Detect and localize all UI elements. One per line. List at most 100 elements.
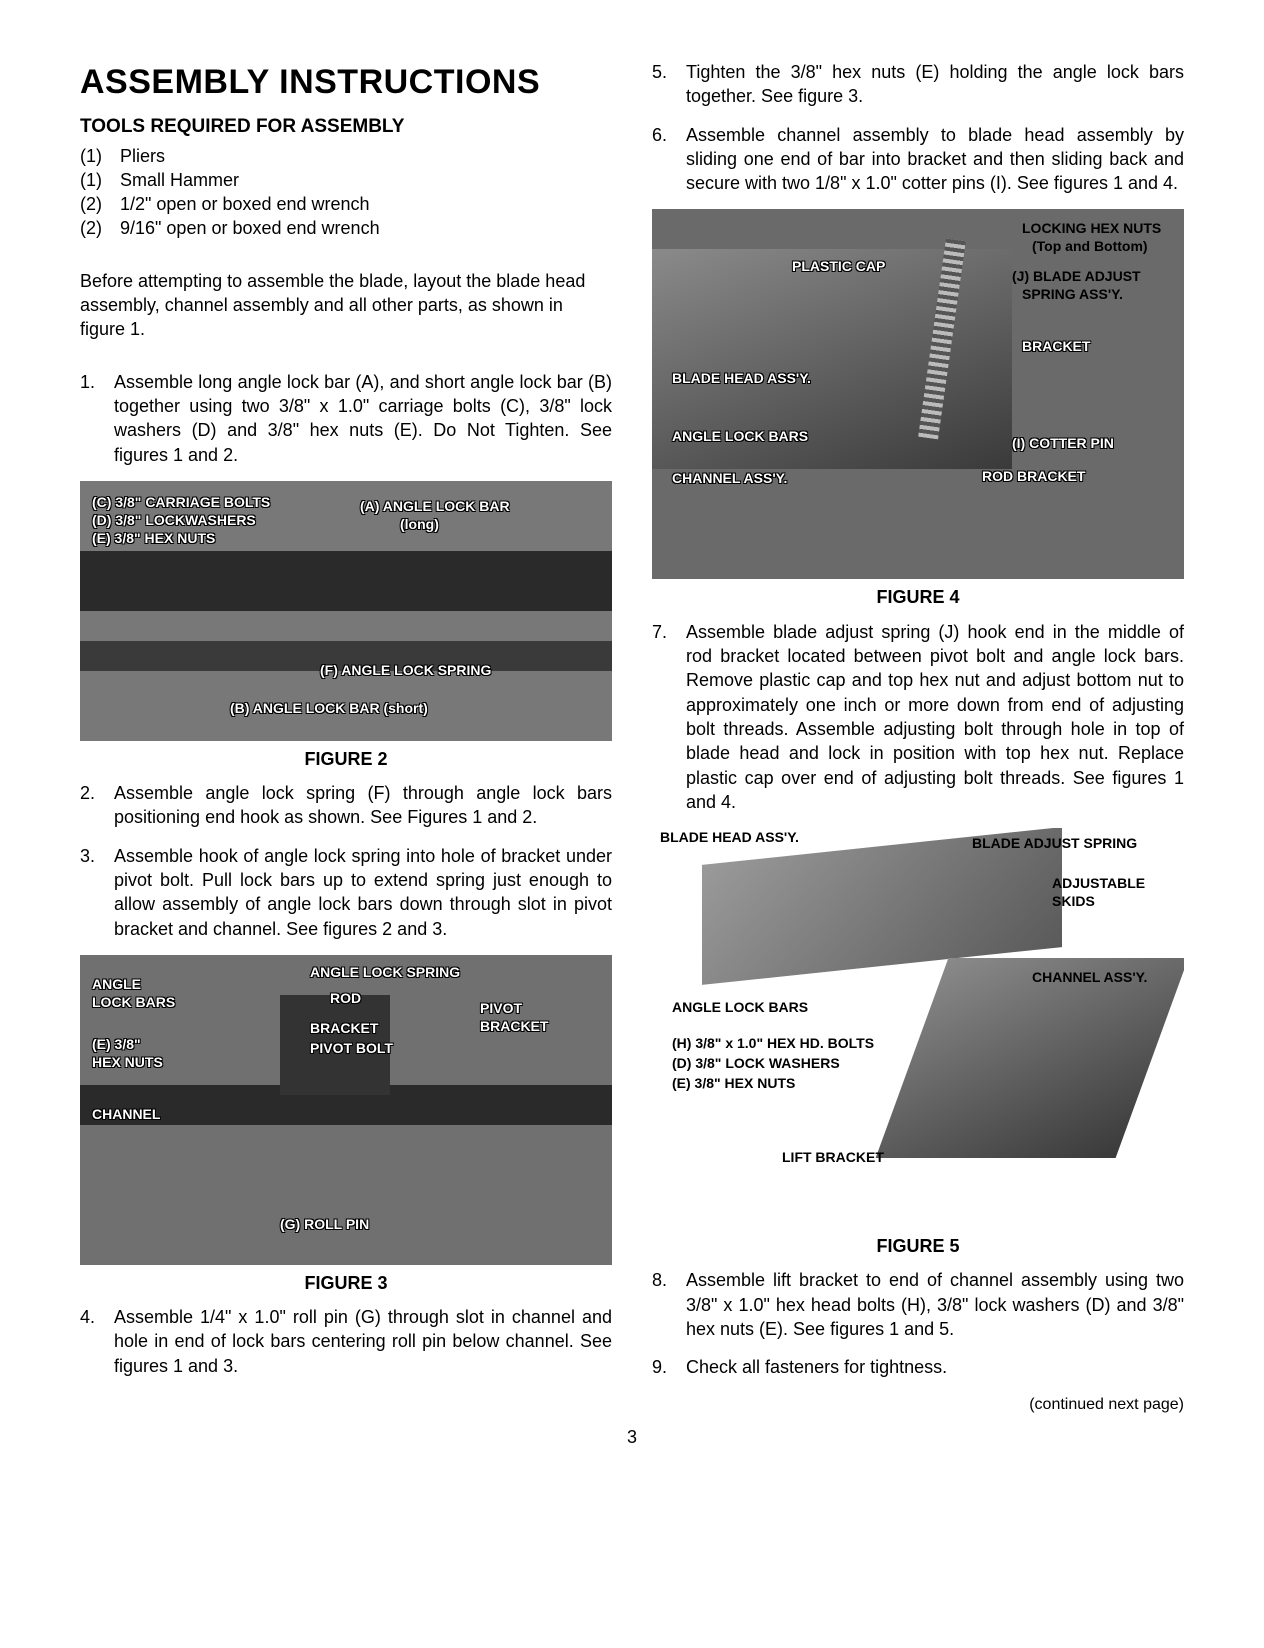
figure-label: BLADE HEAD ASS'Y. <box>660 828 799 847</box>
tools-heading: TOOLS REQUIRED FOR ASSEMBLY <box>80 114 612 140</box>
figure-label: (D) 3/8" LOCKWASHERS <box>92 511 256 530</box>
tool-name: 1/2" open or boxed end wrench <box>120 192 370 216</box>
figure-5-image: BLADE HEAD ASS'Y. BLADE ADJUST SPRING ADJU… <box>652 828 1184 1228</box>
step-number: 7. <box>652 620 686 814</box>
step-item: 7. Assemble blade adjust spring (J) hook… <box>652 620 1184 814</box>
figure-label: ANGLE LOCK BARS <box>672 998 808 1017</box>
figure-5-caption: FIGURE 5 <box>652 1234 1184 1258</box>
figure-2-caption: FIGURE 2 <box>80 747 612 771</box>
figure-label: (I) COTTER PIN <box>1012 434 1114 453</box>
figure-label: (Top and Bottom) <box>1032 237 1148 256</box>
step-text: Assemble lift bracket to end of channel … <box>686 1268 1184 1341</box>
right-column: 5. Tighten the 3/8" hex nuts (E) holding… <box>652 60 1184 1415</box>
figure-label: (F) ANGLE LOCK SPRING <box>320 661 491 680</box>
steps-left-2: 2. Assemble angle lock spring (F) throug… <box>80 781 612 941</box>
step-item: 3. Assemble hook of angle lock spring in… <box>80 844 612 941</box>
step-item: 4. Assemble 1/4" x 1.0" roll pin (G) thr… <box>80 1305 612 1378</box>
figure-label: HEX NUTS <box>92 1053 163 1072</box>
intro-paragraph: Before attempting to assemble the blade,… <box>80 269 612 342</box>
figure-label: PIVOT BOLT <box>310 1039 393 1058</box>
figure-label: LIFT BRACKET <box>782 1148 884 1167</box>
step-text: Assemble blade adjust spring (J) hook en… <box>686 620 1184 814</box>
tool-qty: (1) <box>80 144 120 168</box>
figure-label: (J) BLADE ADJUST <box>1012 267 1141 286</box>
figure-label: (H) 3/8" x 1.0" HEX HD. BOLTS <box>672 1034 874 1053</box>
figure-4: PLASTIC CAP BRACKET BLADE HEAD ASS'Y. ANGLE… <box>652 209 1184 609</box>
figure-3-caption: FIGURE 3 <box>80 1271 612 1295</box>
tool-name: Pliers <box>120 144 165 168</box>
steps-right-3: 8. Assemble lift bracket to end of chann… <box>652 1268 1184 1379</box>
figure-label: LOCKING HEX NUTS <box>1022 219 1161 238</box>
figure-label: (long) <box>400 515 439 534</box>
figure-label: CHANNEL <box>92 1105 160 1124</box>
step-number: 5. <box>652 60 686 109</box>
step-number: 6. <box>652 123 686 196</box>
step-number: 8. <box>652 1268 686 1341</box>
figure-label: ANGLE LOCK SPRING <box>310 963 460 982</box>
step-item: 9. Check all fasteners for tightness. <box>652 1355 1184 1379</box>
tool-name: 9/16" open or boxed end wrench <box>120 216 380 240</box>
step-item: 2. Assemble angle lock spring (F) throug… <box>80 781 612 830</box>
figure-label: (D) 3/8" LOCK WASHERS <box>672 1054 840 1073</box>
figure-label: (E) 3/8" HEX NUTS <box>92 529 215 548</box>
figure-label: BRACKET <box>310 1019 378 1038</box>
step-text: Assemble 1/4" x 1.0" roll pin (G) throug… <box>114 1305 612 1378</box>
step-text: Assemble channel assembly to blade head … <box>686 123 1184 196</box>
step-number: 9. <box>652 1355 686 1379</box>
step-text: Tighten the 3/8" hex nuts (E) holding th… <box>686 60 1184 109</box>
page-number: 3 <box>80 1425 1184 1449</box>
figure-5: BLADE HEAD ASS'Y. BLADE ADJUST SPRING ADJU… <box>652 828 1184 1258</box>
step-number: 1. <box>80 370 114 467</box>
figure-label: (E) 3/8" <box>92 1035 141 1054</box>
continued-text: (continued next page) <box>652 1394 1184 1416</box>
tool-item: (2)9/16" open or boxed end wrench <box>80 216 612 240</box>
step-number: 4. <box>80 1305 114 1378</box>
figure-3-image: ANGLELOCK BARS (E) 3/8"HEX NUTS CHANNEL ANG… <box>80 955 612 1265</box>
step-number: 2. <box>80 781 114 830</box>
page-title: ASSEMBLY INSTRUCTIONS <box>80 60 612 106</box>
figure-3: ANGLELOCK BARS (E) 3/8"HEX NUTS CHANNEL ANG… <box>80 955 612 1295</box>
figure-label: ADJUSTABLE <box>1052 874 1145 893</box>
step-number: 3. <box>80 844 114 941</box>
figure-label: BRACKET <box>480 1017 548 1036</box>
figure-2: (C) 3/8" CARRIAGE BOLTS(D) 3/8" LOCKWASH… <box>80 481 612 771</box>
step-text: Assemble angle lock spring (F) through a… <box>114 781 612 830</box>
figure-label: CHANNEL ASS'Y. <box>1032 968 1147 987</box>
figure-label: SPRING ASS'Y. <box>1022 285 1123 304</box>
figure-label: CHANNEL ASS'Y. <box>672 469 787 488</box>
steps-left-3: 4. Assemble 1/4" x 1.0" roll pin (G) thr… <box>80 1305 612 1378</box>
figure-label: BLADE HEAD ASS'Y. <box>672 369 811 388</box>
figure-label: SKIDS <box>1052 892 1095 911</box>
step-text: Assemble long angle lock bar (A), and sh… <box>114 370 612 467</box>
figure-label: (A) ANGLE LOCK BAR <box>360 497 510 516</box>
tool-qty: (1) <box>80 168 120 192</box>
figure-4-caption: FIGURE 4 <box>652 585 1184 609</box>
tool-qty: (2) <box>80 216 120 240</box>
steps-right-2: 7. Assemble blade adjust spring (J) hook… <box>652 620 1184 814</box>
step-item: 1. Assemble long angle lock bar (A), and… <box>80 370 612 467</box>
step-text: Check all fasteners for tightness. <box>686 1355 1184 1379</box>
figure-label: ROD BRACKET <box>982 467 1085 486</box>
step-item: 5. Tighten the 3/8" hex nuts (E) holding… <box>652 60 1184 109</box>
steps-right-1: 5. Tighten the 3/8" hex nuts (E) holding… <box>652 60 1184 195</box>
figure-label: PIVOT <box>480 999 522 1018</box>
figure-label: BRACKET <box>1022 337 1090 356</box>
figure-label: ANGLE <box>92 975 141 994</box>
figure-label: (C) 3/8" CARRIAGE BOLTS <box>92 493 270 512</box>
step-item: 8. Assemble lift bracket to end of chann… <box>652 1268 1184 1341</box>
figure-label: (E) 3/8" HEX NUTS <box>672 1074 795 1093</box>
tool-item: (2)1/2" open or boxed end wrench <box>80 192 612 216</box>
figure-label: ANGLE LOCK BARS <box>672 427 808 446</box>
tool-qty: (2) <box>80 192 120 216</box>
figure-label: (B) ANGLE LOCK BAR (short) <box>230 699 428 718</box>
figure-2-image: (C) 3/8" CARRIAGE BOLTS(D) 3/8" LOCKWASH… <box>80 481 612 741</box>
tools-list: (1)Pliers (1)Small Hammer (2)1/2" open o… <box>80 144 612 241</box>
figure-label: LOCK BARS <box>92 993 175 1012</box>
figure-label: PLASTIC CAP <box>792 257 885 276</box>
step-text: Assemble hook of angle lock spring into … <box>114 844 612 941</box>
figure-4-image: PLASTIC CAP BRACKET BLADE HEAD ASS'Y. ANGLE… <box>652 209 1184 579</box>
figure-label: ROD <box>330 989 361 1008</box>
left-column: ASSEMBLY INSTRUCTIONS TOOLS REQUIRED FOR… <box>80 60 612 1415</box>
figure-label: BLADE ADJUST SPRING <box>972 834 1137 853</box>
tool-item: (1)Pliers <box>80 144 612 168</box>
